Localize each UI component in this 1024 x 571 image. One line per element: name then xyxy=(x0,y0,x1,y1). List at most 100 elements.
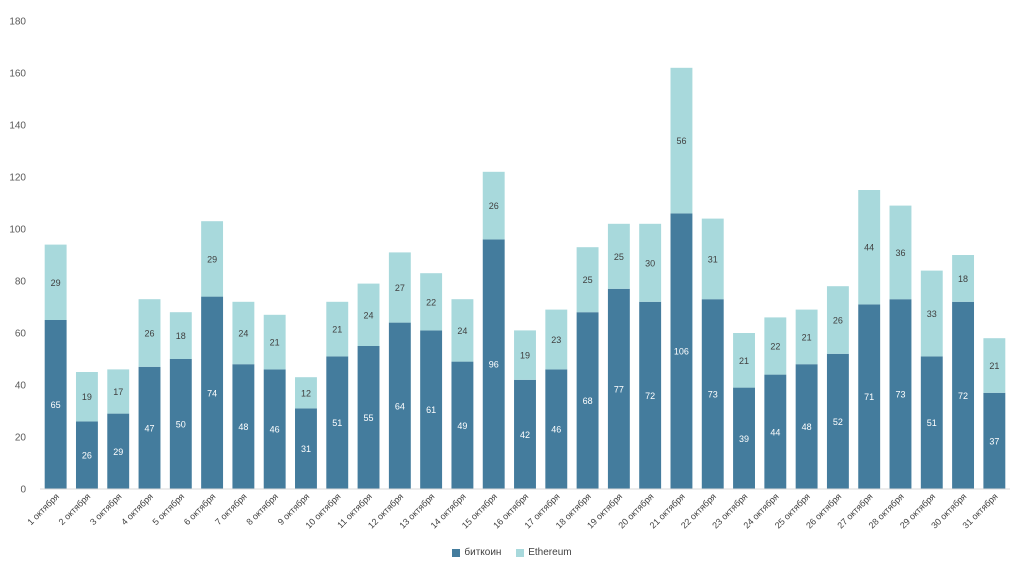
data-label-bitcoin: 106 xyxy=(674,347,689,357)
bar-ethereum xyxy=(889,205,912,300)
bar-ethereum xyxy=(639,223,662,302)
y-tick-label: 180 xyxy=(9,17,26,28)
data-label-ethereum: 17 xyxy=(113,387,123,397)
bar-bitcoin xyxy=(263,369,286,489)
data-label-bitcoin: 72 xyxy=(958,391,968,401)
bar-bitcoin xyxy=(607,288,630,489)
bar-bitcoin xyxy=(545,369,568,489)
data-label-bitcoin: 46 xyxy=(551,425,561,435)
data-label-bitcoin: 51 xyxy=(332,418,342,428)
bar-ethereum xyxy=(733,333,755,388)
data-label-ethereum: 29 xyxy=(207,254,217,264)
data-label-bitcoin: 29 xyxy=(113,447,123,457)
bar-bitcoin xyxy=(764,374,787,489)
bar-bitcoin xyxy=(138,366,161,489)
x-tick-label: 3 октября xyxy=(88,491,124,527)
data-label-ethereum: 24 xyxy=(238,329,248,339)
data-label-bitcoin: 26 xyxy=(82,451,92,461)
legend-swatch-bitcoin xyxy=(452,548,461,557)
data-label-ethereum: 19 xyxy=(82,392,92,402)
data-label-ethereum: 33 xyxy=(927,309,937,319)
bar-ethereum xyxy=(795,309,818,365)
data-label-ethereum: 29 xyxy=(51,278,61,288)
x-tick-label: 7 октября xyxy=(213,491,249,527)
data-label-bitcoin: 74 xyxy=(207,388,217,398)
y-tick-label: 160 xyxy=(9,69,26,80)
data-label-ethereum: 21 xyxy=(332,325,342,335)
bar-bitcoin xyxy=(795,364,818,489)
bar-bitcoin xyxy=(357,346,380,489)
bar-ethereum xyxy=(420,273,443,331)
bar-ethereum xyxy=(482,171,505,240)
data-label-bitcoin: 96 xyxy=(489,360,499,370)
data-label-ethereum: 44 xyxy=(864,243,874,253)
bar-ethereum xyxy=(388,252,411,323)
bar-bitcoin xyxy=(889,299,912,489)
x-tick-label: 8 октября xyxy=(244,491,280,527)
data-label-bitcoin: 52 xyxy=(833,417,843,427)
data-label-bitcoin: 48 xyxy=(238,422,248,432)
bar-ethereum xyxy=(576,247,599,313)
data-label-bitcoin: 44 xyxy=(770,427,780,437)
bar-bitcoin xyxy=(670,213,693,489)
bar-ethereum xyxy=(201,221,224,297)
legend-label-bitcoin: биткоин xyxy=(464,547,502,558)
bar-ethereum xyxy=(263,314,286,370)
legend-item-ethereum: Ethereum xyxy=(516,547,572,558)
data-label-bitcoin: 77 xyxy=(614,384,624,394)
x-tick-label: 1 октября xyxy=(25,491,61,527)
legend-swatch-ethereum xyxy=(516,548,525,557)
data-label-bitcoin: 37 xyxy=(989,436,999,446)
bar-bitcoin xyxy=(232,364,255,489)
bar-bitcoin xyxy=(44,320,67,489)
data-label-ethereum: 19 xyxy=(520,351,530,361)
bar-ethereum xyxy=(670,67,693,214)
bar-bitcoin xyxy=(326,356,349,489)
data-label-bitcoin: 61 xyxy=(426,405,436,415)
data-label-ethereum: 23 xyxy=(551,335,561,345)
data-label-ethereum: 26 xyxy=(833,316,843,326)
bar-bitcoin xyxy=(388,322,411,489)
data-label-bitcoin: 46 xyxy=(270,425,280,435)
bar-bitcoin xyxy=(952,301,975,489)
legend: биткоин Ethereum xyxy=(0,547,1024,560)
bar-ethereum xyxy=(295,377,317,409)
y-tick-label: 60 xyxy=(15,329,27,340)
data-label-bitcoin: 51 xyxy=(927,418,937,428)
bar-bitcoin xyxy=(983,392,1006,489)
data-label-ethereum: 24 xyxy=(364,310,374,320)
data-label-bitcoin: 55 xyxy=(364,413,374,423)
bar-ethereum xyxy=(451,299,474,362)
data-label-ethereum: 18 xyxy=(958,274,968,284)
bar-ethereum xyxy=(701,218,724,300)
y-tick-label: 140 xyxy=(9,121,26,132)
bar-bitcoin xyxy=(169,359,192,489)
bar-ethereum xyxy=(764,317,787,375)
bar-ethereum xyxy=(545,309,568,370)
data-label-bitcoin: 73 xyxy=(708,390,718,400)
data-label-ethereum: 30 xyxy=(645,258,655,268)
bar-ethereum xyxy=(169,312,192,359)
data-label-ethereum: 27 xyxy=(395,283,405,293)
y-tick-label: 0 xyxy=(20,485,26,496)
y-tick-label: 20 xyxy=(15,433,27,444)
data-label-bitcoin: 47 xyxy=(145,423,155,433)
data-label-ethereum: 22 xyxy=(426,297,436,307)
bar-bitcoin xyxy=(420,330,443,489)
bar-bitcoin xyxy=(514,379,536,489)
x-tick-label: 6 октября xyxy=(182,491,218,527)
bar-ethereum xyxy=(232,301,255,365)
bar-ethereum xyxy=(75,372,98,422)
legend-label-ethereum: Ethereum xyxy=(528,547,572,558)
data-label-ethereum: 25 xyxy=(614,252,624,262)
bar-ethereum xyxy=(858,190,881,305)
data-label-ethereum: 12 xyxy=(301,388,311,398)
bar-bitcoin xyxy=(295,408,317,489)
data-label-bitcoin: 42 xyxy=(520,430,530,440)
data-label-ethereum: 24 xyxy=(457,326,467,336)
bar-ethereum xyxy=(983,338,1006,393)
bar-ethereum xyxy=(952,255,975,302)
bar-ethereum xyxy=(107,369,130,414)
bar-bitcoin xyxy=(858,304,881,489)
